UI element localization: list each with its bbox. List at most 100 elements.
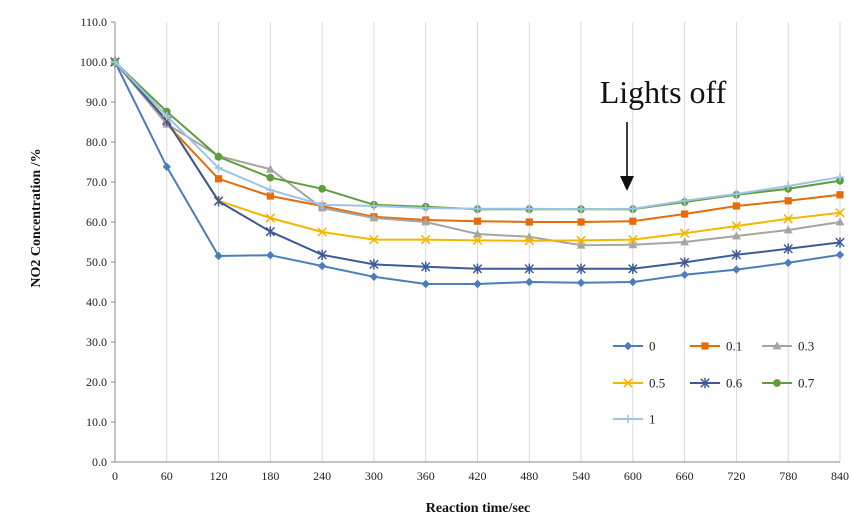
grid-lines	[166, 22, 841, 462]
data-point	[266, 192, 274, 200]
x-tick-label: 480	[520, 469, 538, 483]
y-tick-label: 10.0	[86, 415, 107, 429]
y-tick-label: 100.0	[80, 55, 107, 69]
annotation-arrow	[620, 122, 634, 191]
data-point	[421, 279, 430, 289]
data-point	[472, 263, 483, 274]
y-tick-label: 80.0	[86, 135, 107, 149]
data-point	[732, 189, 741, 199]
data-point	[421, 203, 430, 213]
data-point	[317, 227, 327, 237]
data-point	[369, 259, 379, 270]
data-point	[317, 200, 327, 209]
data-point	[835, 217, 845, 226]
legend-label: 0	[649, 339, 656, 354]
data-point	[628, 240, 638, 249]
x-tick-label: 360	[417, 469, 435, 483]
data-point	[317, 261, 327, 271]
data-point	[576, 240, 586, 249]
data-point	[731, 221, 742, 231]
x-tick-label: 600	[624, 469, 642, 483]
y-tick-label: 30.0	[86, 335, 107, 349]
data-point	[525, 218, 533, 226]
data-point	[473, 279, 482, 289]
legend-swatch-marker	[701, 342, 709, 350]
data-point	[629, 217, 637, 225]
y-tick-label: 60.0	[86, 215, 107, 229]
data-point	[420, 234, 431, 245]
data-point	[576, 235, 586, 246]
x-tick-label: 420	[469, 469, 487, 483]
legend-swatch-marker	[700, 377, 710, 389]
data-point	[524, 263, 535, 274]
data-point	[835, 250, 845, 259]
data-point	[681, 210, 689, 218]
y-tick-label: 70.0	[86, 175, 107, 189]
data-point	[577, 218, 585, 226]
y-axis-title: NO2 Concentration /%	[29, 148, 44, 287]
x-axis-title: Reaction time/sec	[426, 501, 531, 516]
data-point	[680, 270, 689, 279]
data-point	[472, 235, 483, 246]
legend-item: 0.3	[762, 339, 814, 354]
data-point	[835, 173, 845, 182]
y-tick-label: 50.0	[86, 255, 107, 269]
data-point	[628, 204, 638, 213]
data-point	[318, 184, 327, 193]
legend-swatch-marker	[773, 379, 781, 387]
legend-item: 0.7	[762, 376, 815, 391]
legend-item: 0.6	[690, 376, 743, 391]
data-point	[576, 278, 586, 287]
y-tick-label: 110.0	[80, 15, 107, 29]
legend-label: 1	[649, 412, 656, 427]
y-tick-label: 40.0	[86, 295, 107, 309]
legend-swatch-marker	[772, 341, 782, 350]
data-point	[162, 111, 171, 121]
data-point	[628, 263, 638, 274]
data-point	[214, 175, 223, 183]
data-point	[110, 57, 120, 67]
data-point	[420, 261, 431, 272]
legend-swatch-marker	[623, 378, 633, 388]
data-point	[369, 234, 379, 245]
x-tick-label: 780	[779, 469, 797, 483]
legend: 0 0.1 0.3 0.5 0.6 0.7 1	[613, 339, 815, 427]
legend-item: 1	[613, 412, 656, 427]
data-point	[265, 164, 275, 173]
data-point	[317, 249, 327, 260]
legend-label: 0.5	[649, 376, 665, 391]
data-point	[214, 163, 223, 173]
legend-label: 0.3	[798, 339, 814, 354]
data-point	[732, 265, 741, 274]
legend-item: 0.5	[613, 376, 665, 391]
data-point	[266, 173, 275, 182]
annotation-label: Lights off	[600, 74, 727, 110]
y-tick-label: 0.0	[92, 455, 107, 469]
data-point	[369, 201, 379, 211]
data-point	[421, 217, 431, 226]
series-group	[110, 56, 845, 289]
data-point	[783, 225, 793, 234]
legend-label: 0.7	[798, 376, 815, 391]
x-tick-label: 120	[210, 469, 228, 483]
data-point	[628, 277, 638, 287]
legend-swatch-marker	[623, 341, 633, 351]
legend-item: 0.1	[690, 339, 742, 354]
data-point	[731, 249, 742, 260]
data-point	[783, 214, 793, 224]
data-point	[525, 204, 534, 213]
x-tick-label: 180	[261, 469, 279, 483]
series-1	[110, 57, 845, 214]
y-tick-label: 90.0	[86, 95, 107, 109]
x-tick-label: 660	[676, 469, 694, 483]
data-point	[835, 237, 845, 248]
data-point	[473, 204, 482, 213]
series-0.6	[110, 56, 845, 274]
data-point	[783, 243, 793, 254]
data-point	[524, 236, 535, 246]
data-point	[784, 181, 793, 191]
data-point	[265, 213, 276, 223]
data-point	[784, 197, 792, 205]
x-tick-label: 60	[161, 469, 173, 483]
